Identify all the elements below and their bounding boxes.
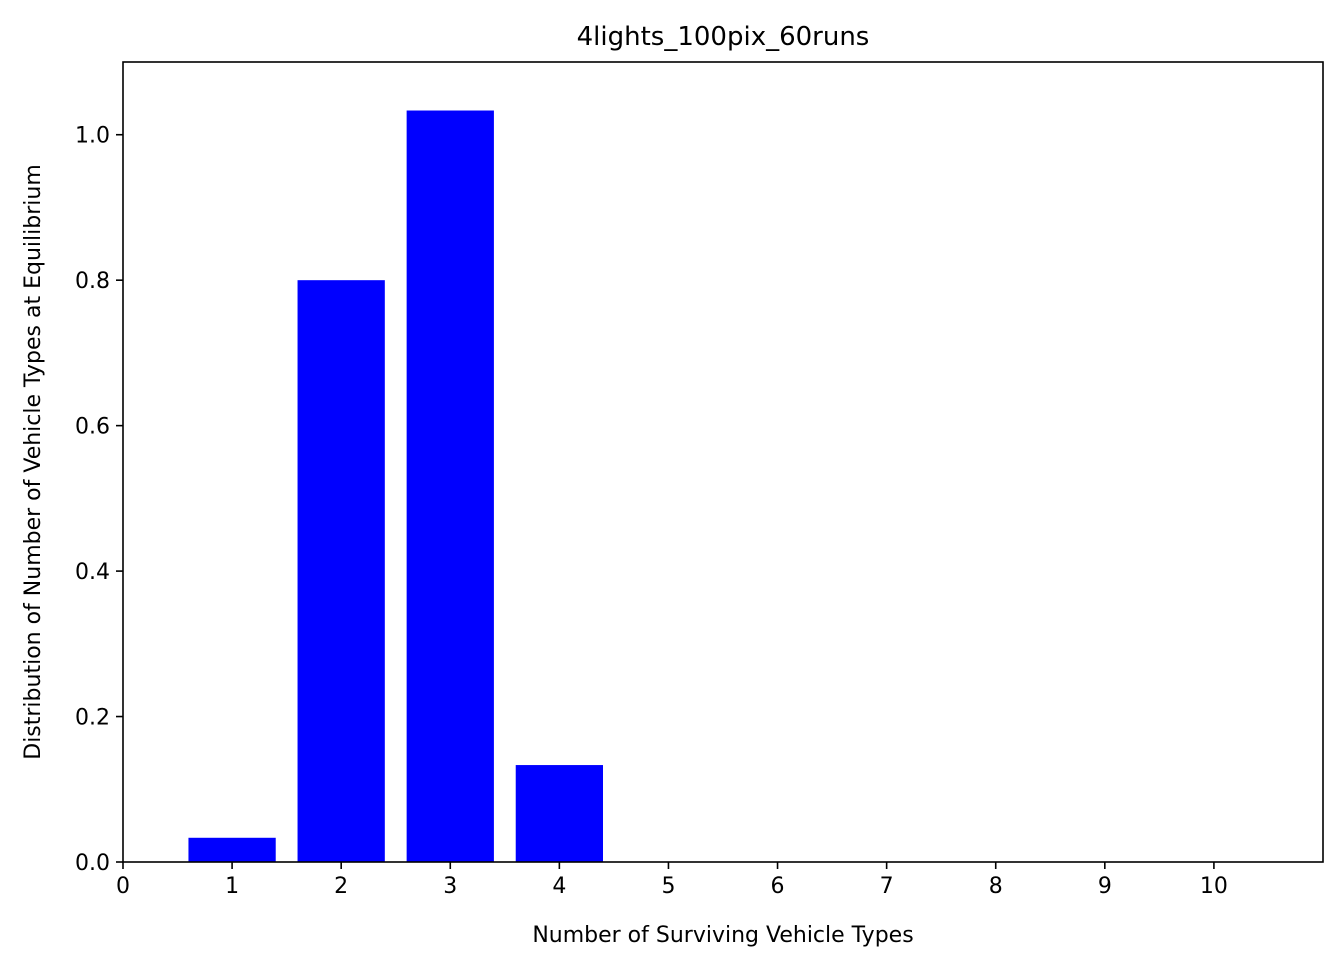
y-tick-label: 0.8: [75, 269, 110, 294]
x-axis-label: Number of Surviving Vehicle Types: [532, 923, 913, 948]
x-tick-label: 7: [880, 874, 894, 899]
x-tick-label: 1: [225, 874, 239, 899]
x-axis-ticks: 0 1 2 3 4 5 6 7 8 9 10: [116, 862, 1228, 899]
chart-title: 4lights_100pix_60runs: [577, 22, 870, 52]
y-tick-label: 0.2: [75, 706, 110, 731]
x-tick-label: 2: [334, 874, 348, 899]
x-tick-label: 5: [661, 874, 675, 899]
bar-3: [406, 110, 494, 862]
y-tick-label: 1.0: [75, 124, 110, 149]
x-tick-label: 8: [989, 874, 1003, 899]
bar-4: [515, 765, 603, 862]
y-tick-label: 0.0: [75, 851, 110, 876]
bars-layer: [188, 110, 603, 862]
y-tick-label: 0.6: [75, 415, 110, 440]
x-tick-label: 3: [443, 874, 457, 899]
bar-1: [188, 837, 276, 862]
x-tick-label: 9: [1098, 874, 1112, 899]
x-tick-label: 0: [116, 874, 130, 899]
y-axis-label: Distribution of Number of Vehicle Types …: [21, 164, 46, 760]
x-tick-label: 6: [771, 874, 785, 899]
x-tick-label: 4: [552, 874, 566, 899]
bar-2: [297, 280, 385, 862]
plot-frame: [122, 61, 1324, 863]
y-tick-label: 0.4: [75, 560, 110, 585]
y-axis-ticks: 0.0 0.2 0.4 0.6 0.8 1.0: [75, 124, 123, 876]
x-tick-label: 10: [1200, 874, 1228, 899]
